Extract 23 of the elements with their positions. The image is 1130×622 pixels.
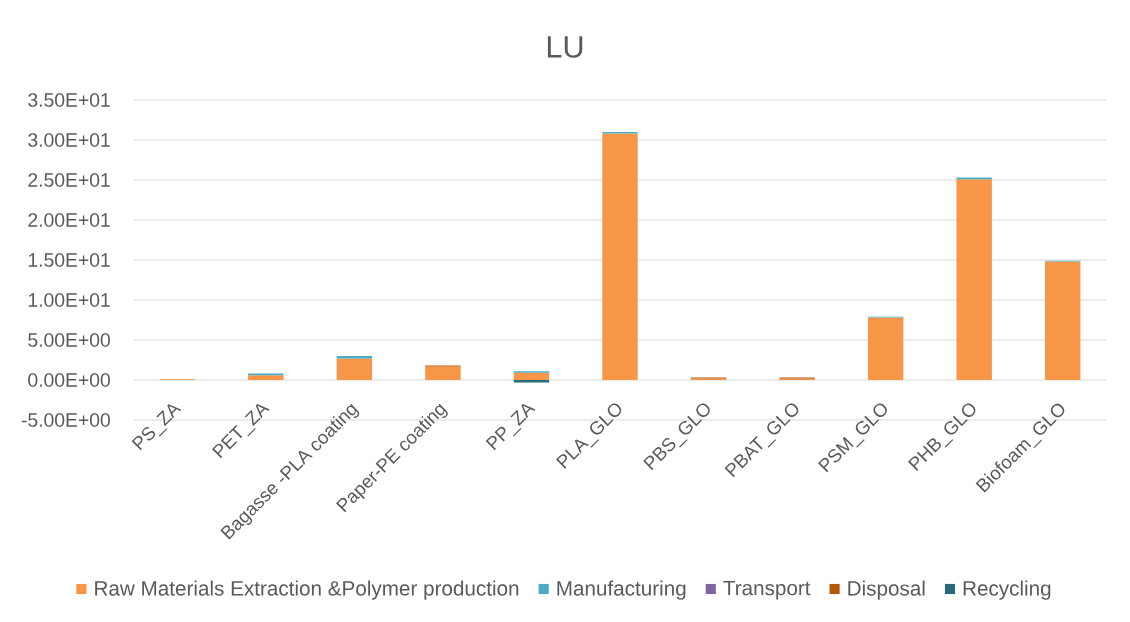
y-tick-label: 1.50E+01: [28, 253, 110, 267]
bar: [513, 372, 550, 380]
y-tick-label: 5.00E+00: [28, 333, 110, 347]
bar: [602, 133, 638, 380]
chart-title: LU: [547, 36, 583, 58]
bar: [336, 358, 373, 380]
bar: [425, 366, 461, 380]
bar: [956, 179, 992, 380]
y-tick-label: 2.50E+01: [28, 173, 110, 187]
y-tick-label: 2.00E+01: [28, 213, 110, 227]
bar: [867, 317, 904, 380]
y-tick-label: 0.00E+00: [28, 373, 110, 387]
y-tick-label: 3.00E+01: [28, 133, 110, 147]
y-tick-label: -5.00E+00: [21, 413, 110, 427]
legend-label: Manufacturing: [557, 580, 686, 600]
legend-label: Raw Materials Extraction &Polymer production: [95, 580, 519, 600]
bar: [1045, 261, 1081, 380]
legend-label: Recycling: [963, 580, 1051, 600]
legend-label: Disposal: [848, 580, 925, 600]
bar: [248, 375, 284, 380]
y-tick-label: 3.50E+01: [28, 93, 110, 107]
legend-label: Transport: [723, 580, 811, 600]
y-tick-label: 1.00E+01: [28, 293, 110, 307]
